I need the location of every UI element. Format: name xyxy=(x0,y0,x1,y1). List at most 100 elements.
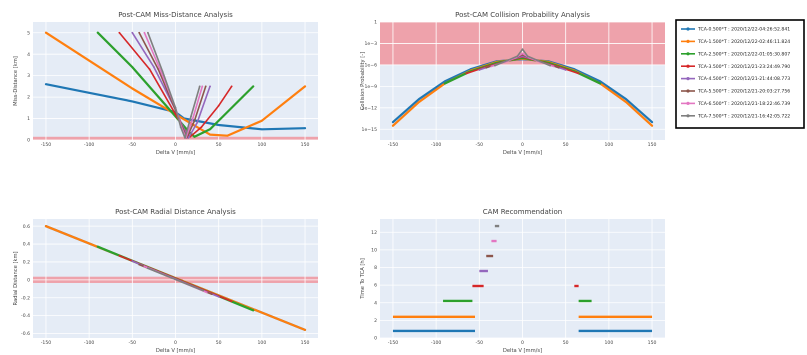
data-point xyxy=(184,136,186,139)
data-point xyxy=(516,55,519,58)
data-point xyxy=(226,111,229,114)
data-point xyxy=(196,121,198,124)
data-point xyxy=(174,106,177,109)
data-point xyxy=(392,124,394,127)
y-tick-label: 2 xyxy=(27,95,30,101)
data-point xyxy=(260,119,263,122)
x-tick-label: 100 xyxy=(604,340,613,346)
data-point xyxy=(45,31,47,34)
legend-item-4[interactable]: TCA-3.500*T : 2020/12/21-23:24:49.790 xyxy=(681,64,790,70)
x-tick-label: -100 xyxy=(84,142,95,148)
data-point xyxy=(209,85,211,88)
x-tick-label: -150 xyxy=(41,142,52,148)
data-point xyxy=(190,115,192,118)
y-axis-label: Radial Distance [km] xyxy=(13,251,19,305)
y-axis-label: Miss-Distance [km] xyxy=(13,56,19,106)
legend-marker xyxy=(686,39,690,44)
data-point xyxy=(304,127,306,130)
data-point xyxy=(443,82,446,85)
data-point xyxy=(217,124,220,126)
data-point xyxy=(209,133,211,136)
data-point xyxy=(159,68,161,71)
data-point xyxy=(146,31,149,34)
data-point xyxy=(118,31,121,34)
legend-item-6[interactable]: TCA-5.500*T : 2020/12/21-20:03:27.756 xyxy=(681,89,790,95)
x-tick-label: -150 xyxy=(388,340,399,346)
y-tick-label: 4 xyxy=(374,300,377,306)
data-point xyxy=(217,104,220,107)
data-point xyxy=(625,101,628,103)
legend-item-3[interactable]: TCA-2.500*T : 2020/12/22-01:05:30.807 xyxy=(681,51,790,57)
data-point xyxy=(210,293,213,296)
y-tick-label: -0.6 xyxy=(21,331,30,337)
data-point xyxy=(521,48,524,51)
x-tick-label: 50 xyxy=(216,142,222,148)
x-tick-label: 150 xyxy=(648,340,657,346)
data-point xyxy=(201,85,204,88)
data-point xyxy=(564,69,567,71)
data-point xyxy=(552,65,555,68)
data-point xyxy=(526,55,529,58)
data-point xyxy=(485,66,488,69)
legend-label: TCA-0.500*T : 2020/12/22-04:26:52.841 xyxy=(697,27,790,33)
x-tick-label: -100 xyxy=(431,340,442,346)
data-point xyxy=(153,66,155,68)
x-tick-label: 100 xyxy=(257,142,266,148)
chart-title: Post-CAM Miss-Distance Analysis xyxy=(118,11,233,19)
data-point xyxy=(521,52,524,55)
data-point xyxy=(131,87,134,90)
x-axis-label: Delta V [mm/s] xyxy=(156,150,195,156)
data-point xyxy=(230,300,233,303)
data-point xyxy=(478,69,481,71)
legend-label: TCA-4.500*T : 2020/12/21-21:44:08.773 xyxy=(697,76,790,82)
data-point xyxy=(417,98,420,101)
data-point xyxy=(45,225,47,228)
x-tick-label: -50 xyxy=(476,142,484,148)
data-point xyxy=(157,68,160,71)
data-point xyxy=(217,295,220,298)
y-tick-label: 8 xyxy=(374,265,377,271)
legend-item-5[interactable]: TCA-4.500*T : 2020/12/21-21:44:08.773 xyxy=(681,76,790,82)
data-point xyxy=(599,82,602,85)
data-point xyxy=(198,85,201,88)
x-tick-label: -150 xyxy=(41,340,52,346)
data-point xyxy=(625,98,628,101)
y-tick-label: 0.2 xyxy=(23,260,30,266)
data-point xyxy=(146,267,149,270)
data-point xyxy=(143,31,146,34)
y-tick-label: -0.4 xyxy=(21,313,30,319)
data-point xyxy=(252,85,255,88)
y-tick-label: 3 xyxy=(27,73,30,79)
data-point xyxy=(209,128,211,131)
data-point xyxy=(443,80,446,83)
legend-item-8[interactable]: TCA-7.500*T : 2020/12/21-16:42:05.722 xyxy=(681,113,790,119)
data-point xyxy=(88,59,91,62)
chart-title: Post-CAM Collision Probability Analysis xyxy=(455,11,590,19)
y-tick-label: 1e−6 xyxy=(364,63,377,69)
legend-label: TCA-2.500*T : 2020/12/22-01:05:30.807 xyxy=(697,51,790,57)
legend-item-7[interactable]: TCA-6.500*T : 2020/12/21-18:22:46.739 xyxy=(681,101,790,107)
data-point xyxy=(493,64,496,67)
data-point xyxy=(204,85,207,88)
data-point xyxy=(131,66,134,68)
data-point xyxy=(490,65,493,68)
y-tick-label: 1 xyxy=(27,116,30,122)
legend-marker xyxy=(686,64,690,68)
chart-panel-3: -150 -100 -50 0 50 100 150 -0.6 -0.4 -0.2 0 0.2 0.4 0… xyxy=(13,208,318,354)
data-point xyxy=(651,124,653,127)
legend-item-1[interactable]: TCA-0.500*T : 2020/12/22-04:26:52.841 xyxy=(681,27,790,33)
y-tick-label: 1 xyxy=(374,20,377,26)
legend-item-2[interactable]: TCA-1.500*T : 2020/12/22-02:46:11.824 xyxy=(681,39,790,45)
y-tick-label: 2 xyxy=(374,318,377,324)
series-line-1 xyxy=(44,83,307,131)
y-tick-label: 0.4 xyxy=(23,242,30,248)
legend: TCA-0.500*T : 2020/12/22-04:26:52.841 TCA… xyxy=(675,19,805,129)
x-tick-label: 100 xyxy=(604,142,613,148)
data-point xyxy=(200,126,203,129)
data-point xyxy=(557,66,560,69)
data-point xyxy=(191,117,194,120)
x-tick-label: 150 xyxy=(648,142,657,148)
legend-label: TCA-5.500*T : 2020/12/21-20:03:27.756 xyxy=(697,89,790,95)
legend-marker xyxy=(686,101,690,105)
data-marks xyxy=(44,225,307,331)
